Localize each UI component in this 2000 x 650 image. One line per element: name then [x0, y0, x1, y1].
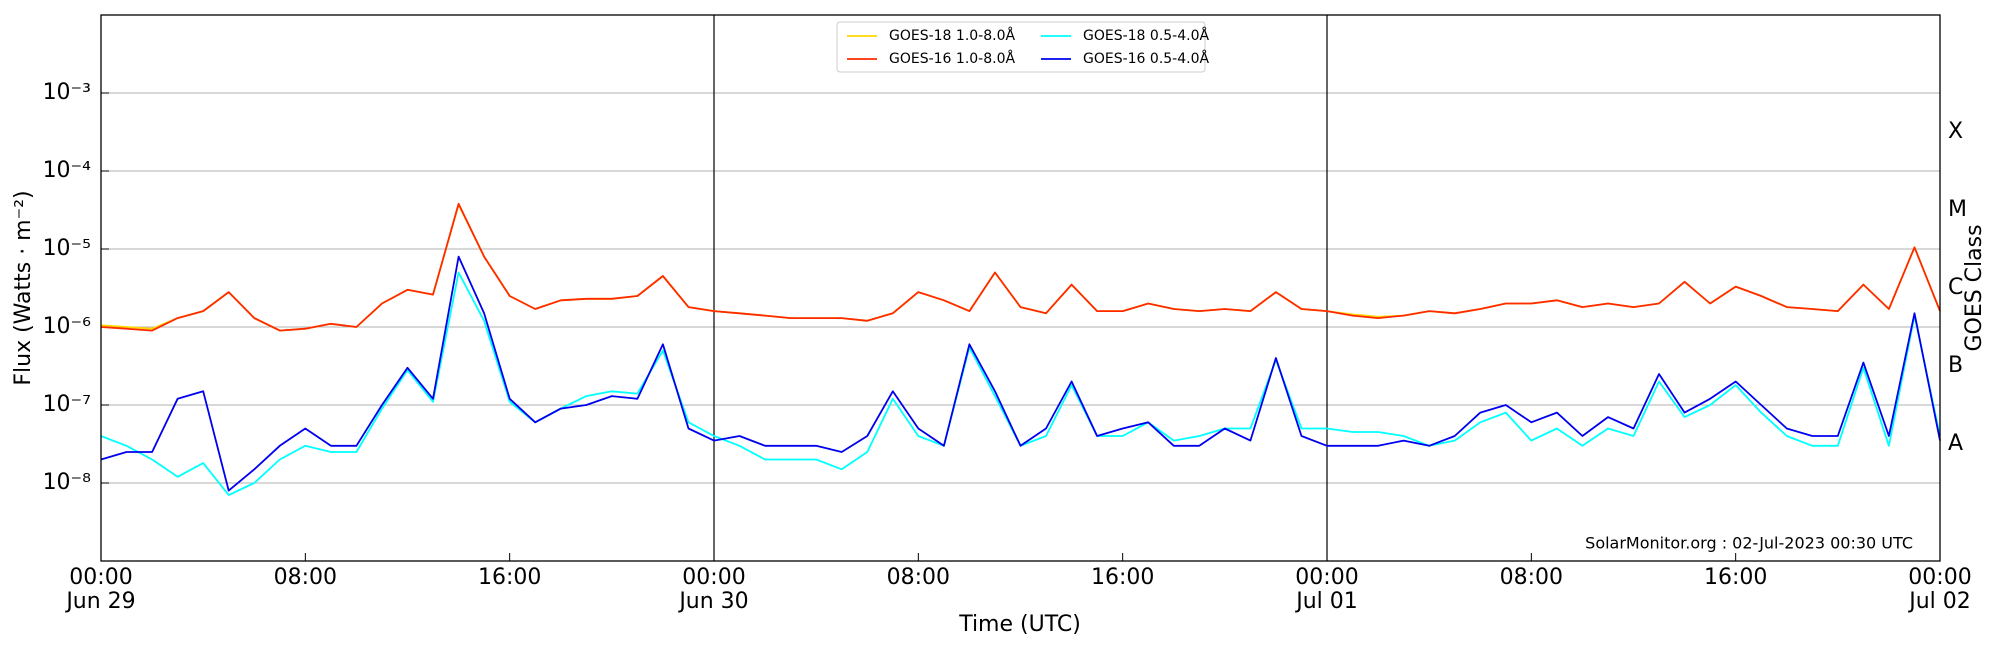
- x-tick-label: 16:00: [1090, 565, 1155, 590]
- y2-tick-label: X: [1948, 119, 1963, 144]
- x-tick-label: 00:00 Jun 30: [679, 565, 749, 614]
- y-tick-label: 10⁻⁴: [43, 158, 92, 183]
- x-tick-label: 08:00: [886, 565, 951, 590]
- y-tick-label: 10⁻⁵: [43, 236, 91, 261]
- annotation: SolarMonitor.org : 02-Jul-2023 00:30 UTC: [1585, 534, 1913, 553]
- y2-axis-label: GOES Class: [1962, 224, 1987, 351]
- x-tick-label: 00:00 Jul 02: [1908, 565, 1972, 614]
- y-axis-label: Flux (Watts · m⁻²): [11, 190, 36, 385]
- x-tick-label: 08:00: [1499, 565, 1564, 590]
- legend-label: GOES-16 0.5-4.0Å: [1083, 50, 1209, 67]
- plot-frame: [100, 14, 1941, 562]
- series-line: [100, 255, 1941, 492]
- x-tick-label: 00:00 Jun 29: [66, 565, 136, 614]
- x-tick-label: 16:00: [477, 565, 542, 590]
- y-tick-label: 10⁻³: [43, 80, 91, 105]
- series-line: [100, 203, 1941, 332]
- x-tick-label: 08:00: [273, 565, 338, 590]
- y2-tick-label: A: [1948, 431, 1963, 456]
- x-tick-label: 00:00 Jul 01: [1295, 565, 1359, 614]
- x-tick-label: 16:00: [1703, 565, 1768, 590]
- x-axis-label: Time (UTC): [958, 612, 1081, 637]
- y-tick-label: 10⁻⁸: [43, 470, 92, 495]
- y2-tick-label: C: [1948, 275, 1963, 300]
- legend-label: GOES-18 0.5-4.0Å: [1083, 27, 1209, 44]
- y2-tick-label: B: [1948, 353, 1963, 378]
- legend: GOES-18 1.0-8.0Å GOES-16 1.0-8.0Å GOES-18 …: [836, 21, 1209, 73]
- series-line: [100, 202, 1941, 332]
- legend-label: GOES-16 1.0-8.0Å: [889, 50, 1015, 67]
- legend-label: GOES-18 1.0-8.0Å: [889, 27, 1015, 44]
- legend-frame: [836, 21, 1206, 73]
- y-tick-label: 10⁻⁶: [43, 314, 92, 339]
- y2-tick-label: M: [1948, 197, 1967, 222]
- y-tick-label: 10⁻⁷: [43, 392, 91, 417]
